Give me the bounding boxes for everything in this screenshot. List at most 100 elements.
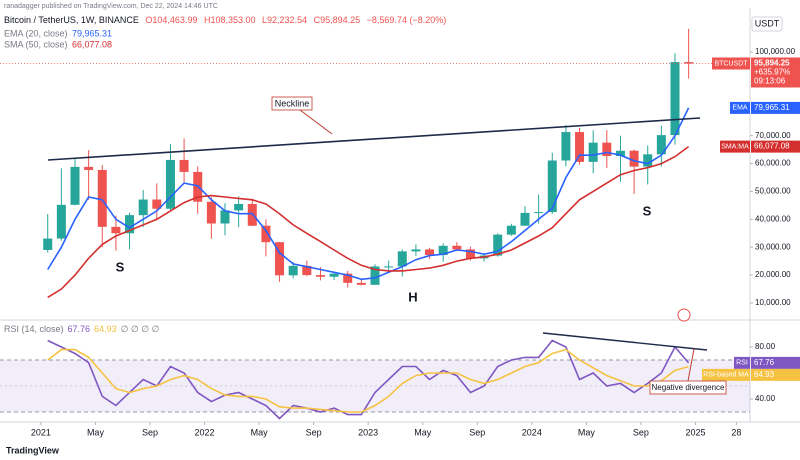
ohlc-high: H108,353.00 (204, 15, 256, 25)
candle-body (206, 201, 216, 224)
neckline-arrow (299, 109, 333, 135)
candle-body (643, 154, 653, 167)
candle-body (261, 225, 271, 243)
candle-body (370, 266, 380, 285)
head: H (408, 289, 417, 304)
x-tick-label: Sep (306, 427, 322, 437)
series-tag-value: 79,965.31 (754, 103, 790, 112)
plot-layer: 2021 May Sep 2022 May Sep 2023 May Sep 2024 May Sep… (0, 28, 800, 437)
y-tick-label: 100,000.00 (755, 47, 796, 56)
y-tick-label: 10,000.00 (755, 298, 791, 307)
x-tick-label: 28 (731, 427, 741, 437)
rsi-legend: RSI (14, close) 67.76 64.93 ∅ ∅ ∅ ∅ (4, 324, 160, 334)
candle-body (397, 251, 407, 267)
unit-label: USDT (755, 18, 780, 28)
series-line (47, 107, 690, 281)
rsi-tag-name-box (734, 356, 750, 369)
rsi-tag-value: 64.93 (754, 370, 775, 379)
right-shoulder: S (643, 203, 652, 218)
divergence-line (542, 332, 708, 351)
candle-body (575, 132, 585, 162)
candle-body (220, 210, 230, 224)
rsi-tag-name: RSI (736, 360, 748, 367)
candle-body (125, 215, 135, 234)
candle-body (343, 273, 353, 283)
y-tick-label: 20,000.00 (755, 270, 791, 279)
ohlc-low: L92,232.54 (262, 15, 307, 25)
y-tick-label: 40,000.00 (755, 214, 791, 223)
series-tag-name-box (730, 101, 750, 114)
y-tick-label: 50,000.00 (755, 187, 791, 196)
candle-body (561, 132, 571, 161)
candle-body (629, 150, 639, 167)
x-tick-label: May (251, 427, 269, 437)
y-tick-label: 80.00 (755, 342, 776, 351)
candle-body (506, 225, 516, 235)
candle-body (288, 265, 298, 276)
series-tag-name-box (720, 140, 750, 153)
candle-body (84, 166, 94, 170)
candle-body (302, 265, 312, 276)
candle-body (234, 203, 244, 211)
left-shoulder: S (116, 259, 125, 274)
candle-body (670, 62, 680, 136)
divergence-label-box (649, 380, 727, 395)
candle-body (384, 266, 394, 268)
series-tag-value-box (751, 101, 800, 114)
legend-value: 66,077.08 (72, 39, 112, 49)
series-tag-value: 66,077.08 (754, 142, 790, 151)
candle-body (602, 142, 612, 157)
x-tick-label: May (87, 427, 105, 437)
legend-name: EMA (20, close) (4, 28, 68, 38)
candle-body (438, 245, 448, 255)
candle-body (465, 249, 475, 259)
rsi-tag-value: 67.76 (754, 358, 775, 367)
candle-body (152, 199, 162, 209)
candle-body (588, 142, 598, 162)
candle-body (315, 275, 325, 277)
candle-body (111, 226, 121, 234)
x-tick-label: 2022 (195, 427, 215, 437)
x-tick-label: May (578, 427, 596, 437)
price-tag-change: +635.97% (754, 68, 790, 77)
y-tick-label: 30,000.00 (755, 242, 791, 251)
neckline (47, 117, 701, 161)
candle-body (425, 249, 435, 255)
candle-body (615, 150, 625, 157)
candle-body (534, 212, 544, 214)
price-tag-symbol-box (712, 57, 750, 70)
unit-box (751, 16, 783, 32)
y-tick-label: 70,000.00 (755, 131, 791, 140)
candle-body (684, 62, 694, 64)
price-tag-box (751, 57, 800, 88)
x-tick-label: 2025 (685, 427, 705, 437)
x-tick-label: May (414, 427, 432, 437)
legend-value: 79,965.31 (72, 28, 112, 38)
candle-body (275, 242, 285, 276)
neckline-label-box (271, 96, 313, 111)
neckline-label: Neckline (275, 98, 310, 108)
y-tick-label: 60,000.00 (755, 159, 791, 168)
candle-body (138, 199, 148, 216)
replay-icon (677, 308, 691, 322)
candle-body (520, 212, 530, 226)
price-tag-countdown: 09:13:06 (754, 77, 786, 86)
candle-body (165, 159, 175, 209)
rsi-tag-name-box (702, 368, 750, 381)
x-tick-label: 2023 (358, 427, 378, 437)
rsi-tag-name: RSI-based MA (703, 372, 749, 379)
price-legend: Bitcoin / TetherUS, 1W, BINANCE O104,463… (4, 15, 446, 25)
rsi-legend-suffix: ∅ ∅ ∅ ∅ (121, 324, 160, 334)
series-line (47, 145, 690, 299)
rsi-legend-value: 67.76 (68, 324, 91, 334)
series-tag-name: SMA:MA (721, 143, 749, 150)
x-tick-label: Sep (469, 427, 485, 437)
candle-body (493, 234, 503, 256)
candle-body (43, 238, 53, 250)
y-tick-label: 40.00 (755, 394, 776, 403)
candle-body (97, 169, 107, 227)
series-line (47, 348, 689, 413)
legend-name: SMA (50, close) (4, 39, 68, 49)
symbol-title: Bitcoin / TetherUS, 1W, BINANCE (4, 15, 139, 25)
